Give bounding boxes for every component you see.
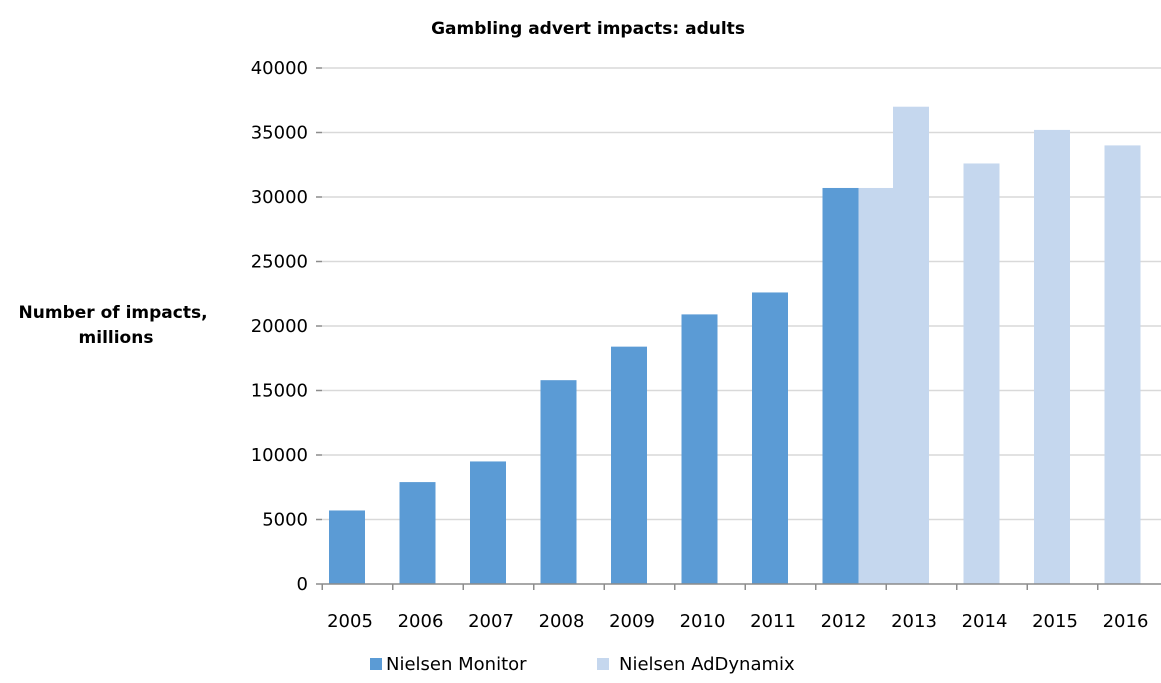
x-tick-label: 2007: [468, 611, 514, 632]
bar-nielsen-monitor-2005: [329, 510, 365, 584]
bar-nielsen-addynamix-2015: [1034, 129, 1070, 585]
x-tick-label: 2014: [962, 611, 1008, 632]
bar-nielsen-monitor-2012: [822, 187, 859, 584]
chart-title: Gambling advert impacts: adults: [431, 19, 745, 39]
legend-label: Nielsen Monitor: [386, 654, 527, 675]
legend-swatch: [370, 658, 382, 670]
bar-nielsen-addynamix-2014: [963, 163, 1000, 584]
bar-nielsen-addynamix-2016: [1104, 145, 1141, 584]
y-tick-label: 5000: [262, 510, 308, 531]
x-tick-label: 2008: [539, 611, 585, 632]
y-axis-label-line-1: Number of impacts,: [19, 303, 208, 323]
y-tick-label: 40000: [251, 58, 308, 79]
x-tick-label: 2016: [1103, 611, 1149, 632]
x-tick-label: 2015: [1032, 611, 1078, 632]
bar-nielsen-monitor-2008: [540, 380, 577, 584]
x-tick-label: 2005: [327, 611, 373, 632]
y-tick-label: 15000: [251, 381, 308, 402]
bar-nielsen-monitor-2007: [470, 461, 506, 584]
bar-nielsen-monitor-2006: [399, 482, 436, 584]
x-tick-labels: 2005 2006 2007 2008 2009 2010 2011 2012 2013 2014…: [321, 584, 1149, 632]
y-tick-label: 20000: [251, 316, 308, 337]
bar-nielsen-monitor-2010: [681, 314, 718, 584]
legend-label: Nielsen AdDynamix: [619, 654, 795, 675]
x-tick-label: 2012: [821, 611, 867, 632]
legend: Nielsen Monitor Nielsen AdDynamix: [370, 654, 795, 675]
bars: [329, 106, 1141, 585]
y-tick-label: 30000: [251, 187, 308, 208]
y-tick-labels: 0 5000 10000 15000 20000 25000 30000 35000 40000: [251, 58, 308, 595]
y-tick-label: 25000: [251, 252, 308, 273]
y-tick-label: 0: [297, 574, 308, 595]
legend-swatch: [597, 658, 609, 670]
x-tick-label: 2011: [750, 611, 796, 632]
y-axis-label: Number of impacts, millions: [19, 303, 214, 348]
bar-nielsen-addynamix-2012: [858, 187, 895, 584]
gridlines: [316, 67, 1161, 585]
bar-nielsen-monitor-2011: [752, 292, 788, 584]
x-tick-label: 2013: [891, 611, 937, 632]
bar-nielsen-monitor-2009: [611, 346, 647, 584]
x-tick-label: 2006: [398, 611, 444, 632]
y-tick-label: 35000: [251, 123, 308, 144]
x-tick-label: 2009: [609, 611, 655, 632]
y-axis-label-line-2: millions: [79, 328, 154, 348]
x-tick-label: 2010: [680, 611, 726, 632]
bar-nielsen-addynamix-2013: [893, 106, 929, 584]
y-tick-label: 10000: [251, 445, 308, 466]
